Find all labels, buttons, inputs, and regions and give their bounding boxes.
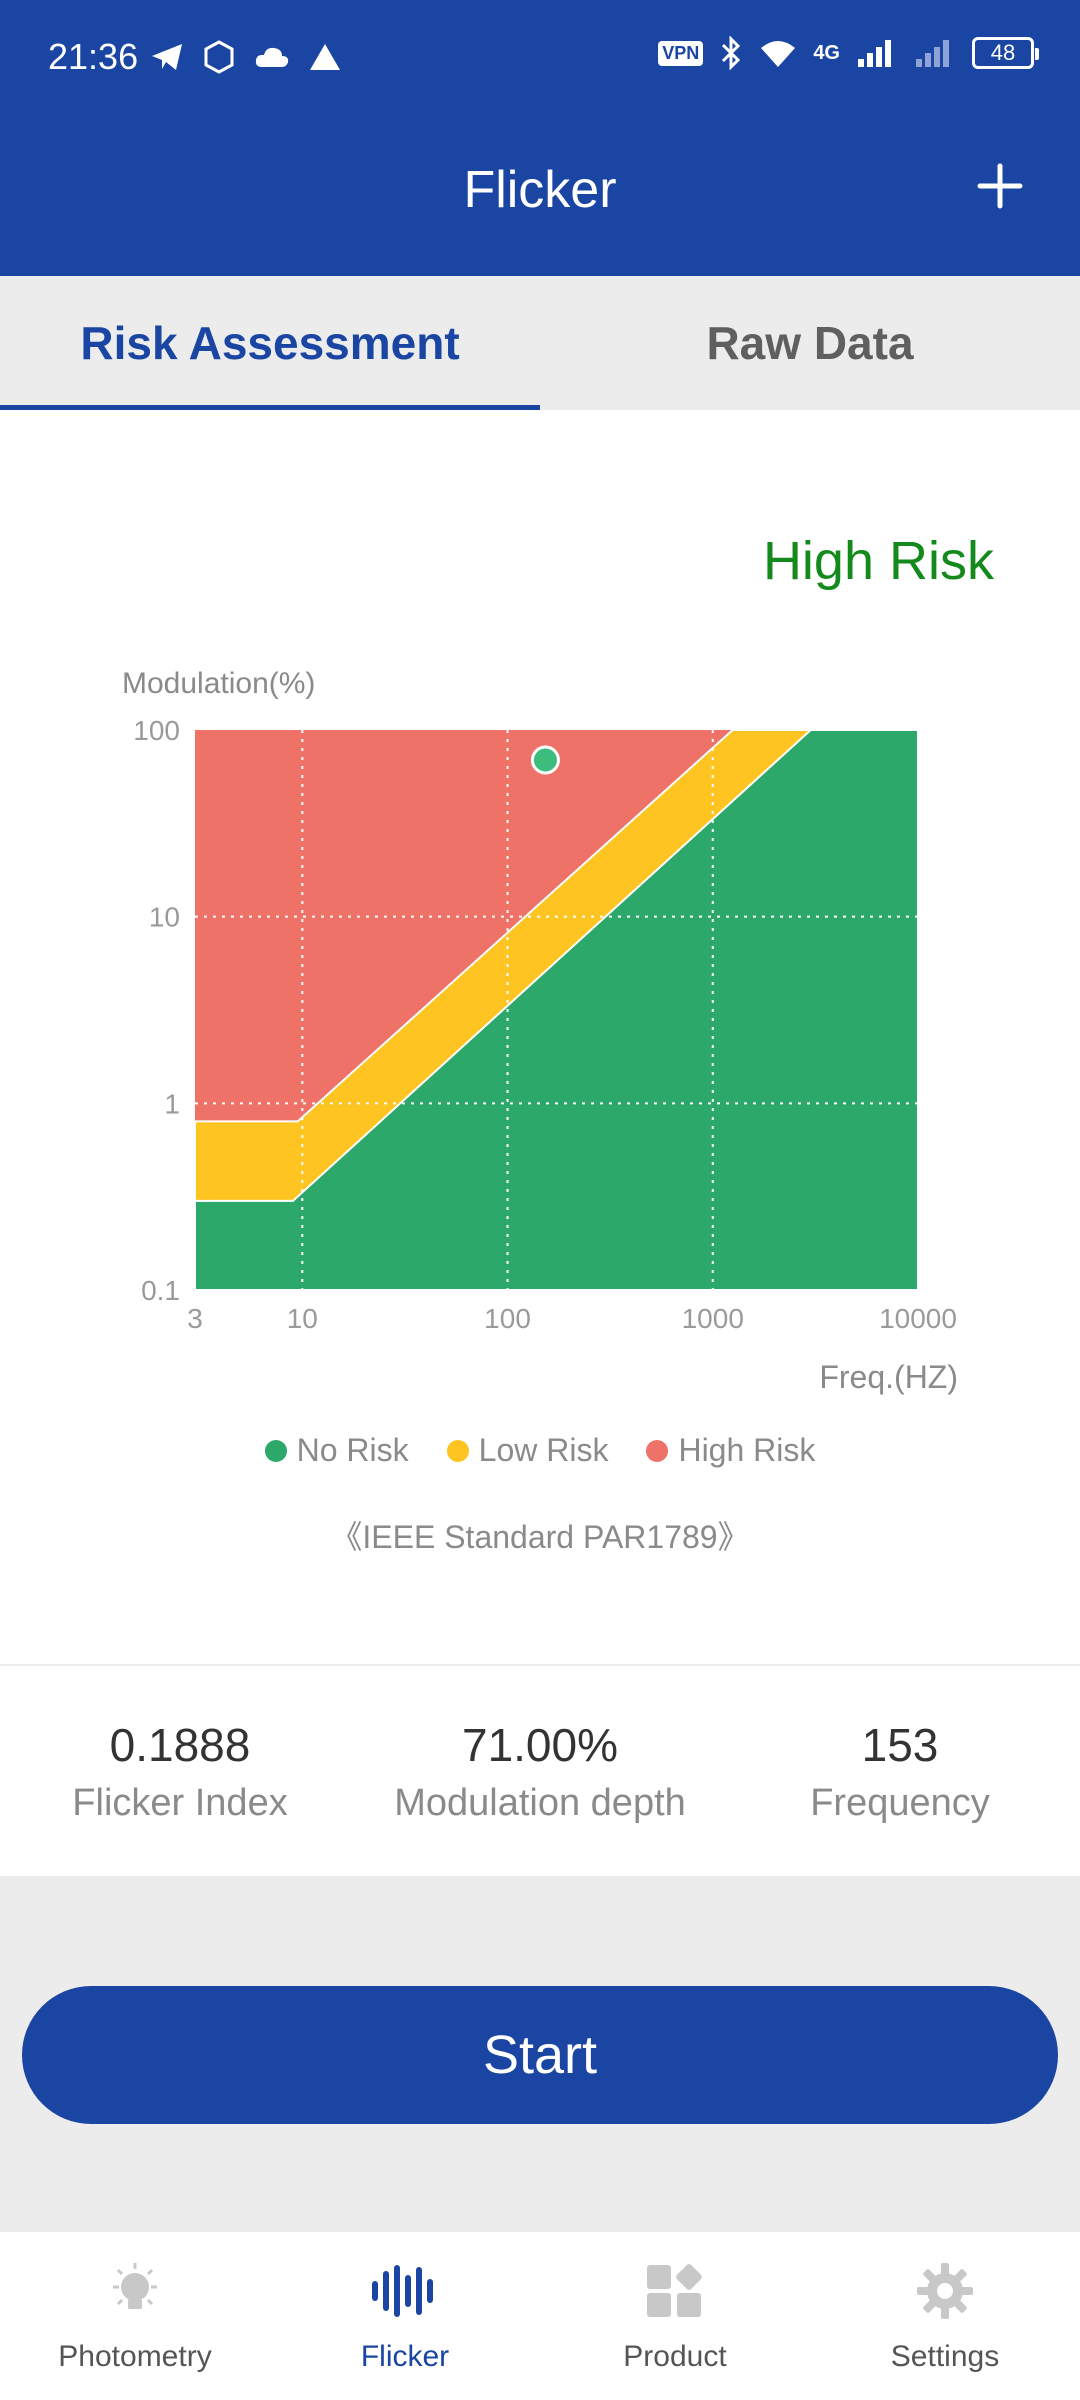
bulb-icon <box>100 2256 170 2326</box>
bottom-nav: Photometry Flicker Product <box>0 2232 1080 2400</box>
y-axis-label: Modulation(%) <box>122 667 315 700</box>
legend-item: No Risk <box>264 1432 409 1469</box>
x-tick-label: 1000 <box>682 1303 744 1334</box>
x-tick-label: 3 <box>187 1303 203 1334</box>
status-icons-right: VPN 4G 48 <box>658 36 1039 70</box>
metrics-row: 0.1888 Flicker Index 71.00% Modulation d… <box>0 1664 1080 1876</box>
nav-item-settings[interactable]: Settings <box>810 2232 1080 2400</box>
legend-dot-high-risk <box>646 1439 669 1462</box>
risk-level-label: High Risk <box>762 531 994 591</box>
nav-item-photometry[interactable]: Photometry <box>0 2232 270 2400</box>
x-tick-label: 10000 <box>879 1303 957 1334</box>
legend-dot-no-risk <box>264 1439 287 1462</box>
network-type: 4G <box>813 42 840 64</box>
metric-frequency: 153 Frequency <box>720 1666 1080 1876</box>
y-tick-label: 10 <box>149 902 180 933</box>
status-icons-left <box>150 40 342 74</box>
app-bar: 21:36 VPN 4G 48 Flicker <box>0 0 1080 276</box>
signal-weak-icon <box>916 40 949 67</box>
wifi-icon <box>761 41 796 67</box>
gosuslugi-icon <box>204 40 234 74</box>
y-tick-label: 0.1 <box>141 1275 180 1306</box>
add-button[interactable] <box>964 150 1036 222</box>
tab-risk-assessment[interactable]: Risk Assessment <box>0 276 540 410</box>
telegram-icon <box>152 44 182 70</box>
standard-reference: 《IEEE Standard PAR1789》 <box>330 1519 750 1555</box>
x-axis-label: Freq.(HZ) <box>819 1359 958 1395</box>
metric-label: Frequency <box>810 1782 990 1824</box>
nav-label: Photometry <box>58 2340 212 2373</box>
legend-label: No Risk <box>296 1432 409 1468</box>
x-tick-label: 10 <box>287 1303 318 1334</box>
tab-raw-data[interactable]: Raw Data <box>706 317 914 369</box>
metric-value: 0.1888 <box>109 1719 251 1771</box>
region-no-risk <box>194 729 919 1291</box>
x-tick-label: 100 <box>484 1303 531 1334</box>
legend-item: Low Risk <box>446 1432 609 1469</box>
legend-dot-low-risk <box>446 1439 469 1462</box>
legend-item: High Risk <box>646 1432 815 1469</box>
metric-label: Modulation depth <box>394 1782 686 1824</box>
metric-label: Flicker Index <box>72 1782 288 1824</box>
waveform-icon <box>370 2256 440 2326</box>
metric-value: 153 <box>861 1719 939 1771</box>
nav-label: Settings <box>890 2340 1000 2373</box>
signal-icon <box>858 40 891 67</box>
flicker-risk-chart: Modulation(%) 100 10 1 0.1 3 10 100 1000 10000 Fre… <box>0 410 1080 1664</box>
y-tick-label: 100 <box>133 715 180 746</box>
start-button[interactable]: Start <box>22 1986 1058 2124</box>
nav-label: Product <box>623 2340 727 2373</box>
page-title: Flicker <box>463 161 617 219</box>
nav-label: Flicker <box>360 2340 450 2373</box>
cloud-icon <box>255 47 289 67</box>
battery-indicator: 48 <box>972 37 1039 69</box>
grid-icon <box>640 2256 710 2326</box>
status-time: 21:36 <box>48 36 139 77</box>
plus-icon <box>977 163 1023 209</box>
measurement-point <box>530 745 560 775</box>
gear-icon <box>910 2256 980 2326</box>
nav-item-product[interactable]: Product <box>540 2232 810 2400</box>
legend-label: Low Risk <box>478 1432 609 1468</box>
chart-legend: No Risk Low Risk High Risk <box>0 1432 1080 1469</box>
tab-bar: Risk Assessment Raw Data <box>0 276 1080 410</box>
vpn-badge: VPN <box>658 40 704 66</box>
bluetooth-icon <box>722 36 741 70</box>
metric-flicker-index: 0.1888 Flicker Index <box>0 1666 360 1876</box>
y-tick-label: 1 <box>164 1088 180 1119</box>
metric-value: 71.00% <box>461 1719 618 1771</box>
nav-item-flicker[interactable]: Flicker <box>270 2232 540 2400</box>
metric-modulation-depth: 71.00% Modulation depth <box>360 1666 720 1876</box>
risk-card: High Risk Modulation(%) 100 10 1 0.1 3 10 100 10… <box>0 410 1080 1664</box>
legend-label: High Risk <box>678 1432 816 1468</box>
triangle-icon <box>310 44 340 70</box>
